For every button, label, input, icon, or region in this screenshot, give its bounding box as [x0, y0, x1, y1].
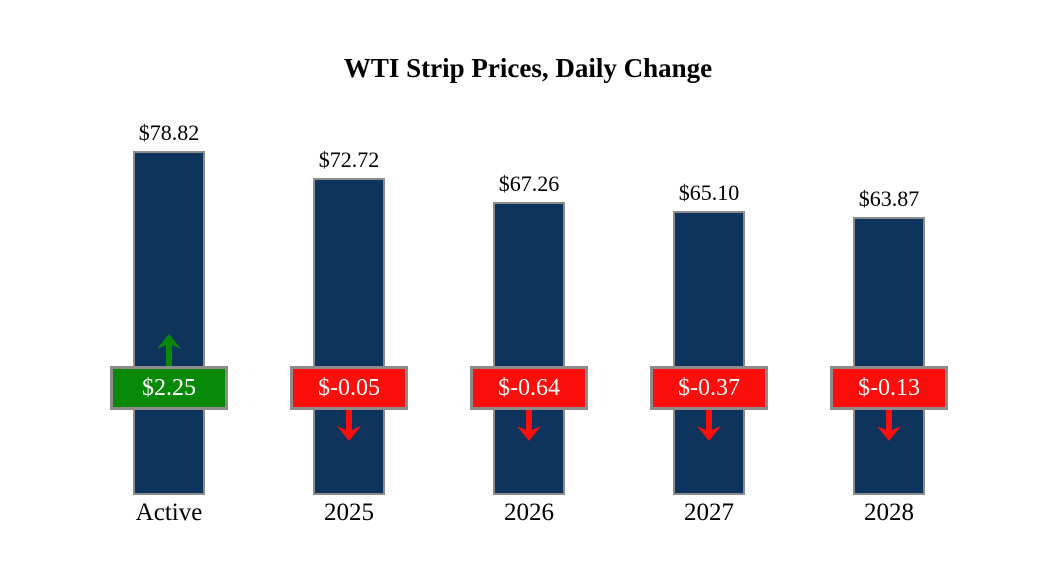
- bar-value-label: $78.82: [138, 120, 200, 146]
- daily-change-badge: $-0.05: [290, 366, 408, 410]
- category-label: Active: [135, 499, 203, 526]
- bar-group-2028: $63.87 $-0.13 2028: [799, 0, 979, 576]
- down-arrow-icon: [337, 409, 361, 441]
- price-bar: [673, 211, 745, 495]
- daily-change-badge: $-0.37: [650, 366, 768, 410]
- category-label: 2028: [864, 499, 914, 526]
- bar-group-active: $78.82 $2.25 Active: [79, 0, 259, 576]
- price-bar: [853, 216, 925, 495]
- bar-value-label: $65.10: [678, 180, 740, 206]
- down-arrow-icon: [517, 409, 541, 441]
- bar-value-label: $72.72: [318, 146, 380, 172]
- bar-group-2026: $67.26 $-0.64 2026: [439, 0, 619, 576]
- up-arrow-icon: [157, 334, 181, 366]
- category-label: 2026: [504, 499, 554, 526]
- chart-title: WTI Strip Prices, Daily Change: [343, 53, 713, 83]
- down-arrow-icon: [877, 409, 901, 441]
- down-arrow-icon: [697, 409, 721, 441]
- price-bar: [133, 151, 205, 495]
- bar-value-label: $63.87: [858, 185, 920, 211]
- price-bar: [493, 201, 565, 495]
- daily-change-badge: $2.25: [110, 366, 228, 410]
- bar-value-label: $67.26: [498, 170, 560, 196]
- bar-group-2027: $65.10 $-0.37 2027: [619, 0, 799, 576]
- category-label: 2027: [684, 499, 734, 526]
- bar-group-2025: $72.72 $-0.05 2025: [259, 0, 439, 576]
- price-bar: [313, 177, 385, 495]
- category-label: 2025: [324, 499, 374, 526]
- daily-change-badge: $-0.13: [830, 366, 948, 410]
- daily-change-badge: $-0.64: [470, 366, 588, 410]
